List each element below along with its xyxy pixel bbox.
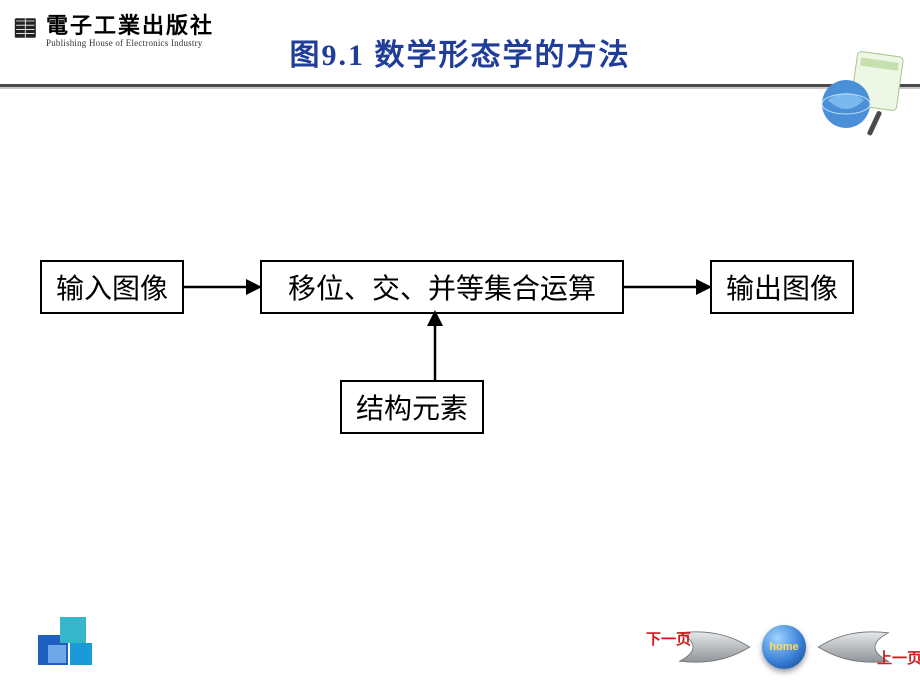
slide-title: 图9.1 数学形态学的方法 bbox=[0, 30, 920, 74]
title-divider bbox=[0, 82, 920, 92]
node-ops: 移位、交、并等集合运算 bbox=[260, 260, 624, 314]
next-page-button[interactable]: 下一页 bbox=[678, 624, 758, 670]
prev-page-label: 上一页 bbox=[877, 647, 920, 668]
next-page-label: 下一页 bbox=[646, 628, 691, 649]
home-button[interactable]: home bbox=[762, 625, 806, 669]
edge-struct-ops bbox=[423, 310, 447, 382]
nav-bar: 下一页 home 上一页 bbox=[0, 595, 920, 675]
edge-ops-output bbox=[622, 275, 712, 299]
node-input: 输入图像 bbox=[40, 260, 184, 314]
flowchart: 输入图像 移位、交、并等集合运算 输出图像 结构元素 bbox=[40, 260, 880, 460]
node-struct: 结构元素 bbox=[340, 380, 484, 434]
home-label: home bbox=[769, 641, 798, 653]
edge-input-ops bbox=[182, 275, 262, 299]
prev-page-button[interactable]: 上一页 bbox=[810, 624, 890, 670]
node-output: 输出图像 bbox=[710, 260, 854, 314]
nav-buttons-group: 下一页 home 上一页 bbox=[678, 624, 890, 670]
decorative-squares-icon bbox=[30, 595, 110, 675]
corner-decoration-icon bbox=[820, 50, 910, 140]
